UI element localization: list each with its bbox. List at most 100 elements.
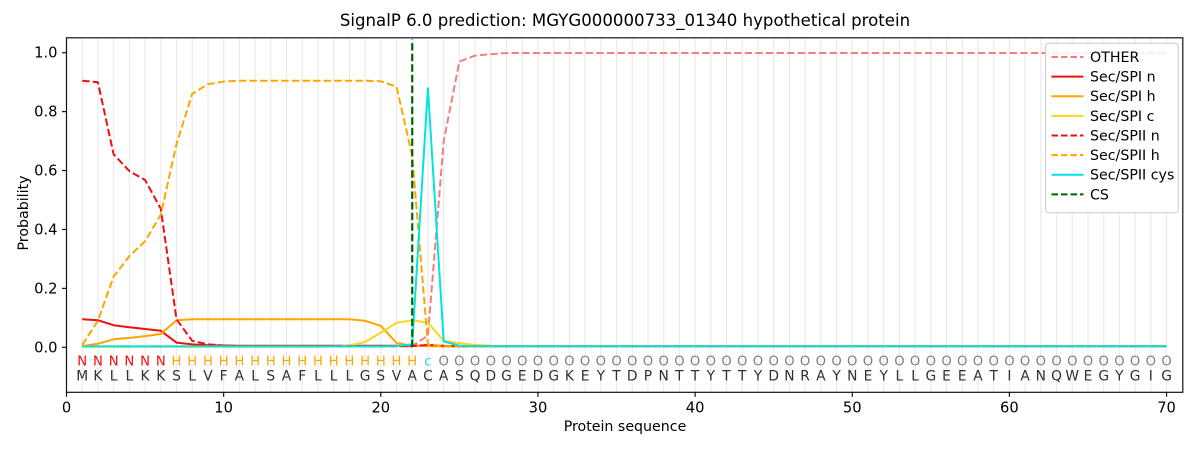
region-letter: H (172, 355, 182, 370)
region-letter: O (941, 355, 951, 370)
sequence-letter: Y (831, 369, 841, 385)
series-curves (81, 52, 1167, 348)
curve-sec-spii-cys (82, 87, 1167, 348)
region-letter: H (203, 355, 213, 370)
sequence-letter: L (896, 369, 904, 385)
region-letter: O (784, 355, 794, 370)
y-tick-label: 0.8 (34, 104, 57, 121)
region-letter: O (1036, 355, 1046, 370)
region-letter: H (187, 355, 197, 370)
region-letter: N (109, 355, 119, 370)
sequence-letter: F (220, 369, 228, 385)
sequence-letter: E (581, 369, 590, 385)
legend-label: Sec/SPI n (1090, 70, 1156, 86)
region-letter: O (706, 355, 716, 370)
x-tick-label: 40 (686, 400, 705, 417)
legend-label: OTHER (1090, 50, 1139, 66)
sequence-letter: S (266, 369, 275, 385)
sequence-letter: S (376, 369, 385, 385)
sequence-letter: S (172, 369, 181, 385)
sequence-letter: C (423, 369, 433, 385)
x-tick-label: 50 (843, 400, 862, 417)
sequence-letter: A (973, 369, 983, 385)
sequence-letter: A (439, 369, 449, 385)
legend-label: Sec/SPI h (1090, 89, 1156, 105)
sequence-letter: L (346, 369, 354, 385)
curve-other (82, 52, 1167, 348)
region-letter: O (768, 355, 778, 370)
sequence-letter: D (768, 369, 779, 385)
sequence-letter: Y (706, 369, 716, 385)
sequence-letter: L (314, 369, 322, 385)
plot-title: SignalP 6.0 prediction: MGYG000000733_01… (340, 11, 910, 31)
region-letter: O (957, 355, 967, 370)
region-letter: O (988, 355, 998, 370)
curve-sec-spii-h (81, 79, 1167, 348)
sequence-letter: R (800, 369, 810, 385)
x-tick-label: 20 (371, 400, 390, 417)
sequence-letter: G (548, 369, 559, 385)
sequence-letter: A (408, 369, 418, 385)
sequence-letter: I (1149, 369, 1153, 385)
legend-label: CS (1090, 187, 1109, 203)
region-letter: O (1146, 355, 1156, 370)
curve-sec-spi-c (82, 319, 1167, 348)
region-letter: N (156, 355, 166, 370)
sequence-letter: L (110, 369, 118, 385)
x-tick-label: 70 (1157, 400, 1176, 417)
sequence-letter: G (1130, 369, 1141, 385)
legend-label: Sec/SPII n (1090, 128, 1160, 144)
region-letter: N (77, 355, 87, 370)
sequence-letter: V (392, 369, 402, 385)
curve-sec-spi-n (82, 318, 1167, 348)
sequence-letter: P (644, 369, 652, 385)
sequence-letter: L (911, 369, 919, 385)
region-letter: O (831, 355, 841, 370)
region-letter: O (1004, 355, 1014, 370)
region-letter: O (438, 355, 448, 370)
axes-spines-ticks: 0 10 20 30 40 50 60 70 0.0 0.2 0.4 0.6 0.8 1.0 (34, 37, 1184, 417)
sequence-letter: A (1020, 369, 1030, 385)
region-letter: N (124, 355, 134, 370)
region-letter: H (250, 355, 260, 370)
region-letter: H (360, 355, 370, 370)
region-letter: O (926, 355, 936, 370)
sequence-letter: K (565, 369, 575, 385)
sequence-letter: D (485, 369, 496, 385)
y-axis-label: Probability (16, 176, 32, 251)
region-letter: O (486, 355, 496, 370)
region-letter: O (1067, 355, 1077, 370)
sequence-letter: T (721, 369, 731, 385)
sequence-letter: K (141, 369, 151, 385)
region-letter: O (1051, 355, 1061, 370)
region-letter: H (234, 355, 244, 370)
region-letter: H (266, 355, 276, 370)
sequence-letter: G (1098, 369, 1109, 385)
x-tick-label: 60 (1000, 400, 1019, 417)
sequence-letter: A (816, 369, 826, 385)
region-letter: O (721, 355, 731, 370)
region-letter: N (93, 355, 103, 370)
y-tick-label: 0.0 (34, 339, 57, 356)
sequence-letter: D (533, 369, 544, 385)
region-letter: O (501, 355, 511, 370)
legend-box (1045, 42, 1179, 214)
sequence-letter: E (942, 369, 951, 385)
region-letter: O (847, 355, 857, 370)
region-letter: O (863, 355, 873, 370)
legend: OTHER Sec/SPI n Sec/SPI h Sec/SPI c Sec/SPII… (1045, 42, 1179, 214)
sequence-letter: L (330, 369, 338, 385)
region-letter: H (329, 355, 339, 370)
sequence-letter: I (1007, 369, 1011, 385)
region-letter: O (454, 355, 464, 370)
sequence-letter: T (611, 369, 621, 385)
y-tick-label: 1.0 (34, 45, 57, 62)
axes-frame (65, 37, 1184, 393)
sequence-letter: E (958, 369, 967, 385)
sequence-letter: T (674, 369, 684, 385)
sequence-letter: M (76, 369, 88, 385)
y-tick-label: 0.4 (34, 221, 57, 238)
region-letter: O (643, 355, 653, 370)
